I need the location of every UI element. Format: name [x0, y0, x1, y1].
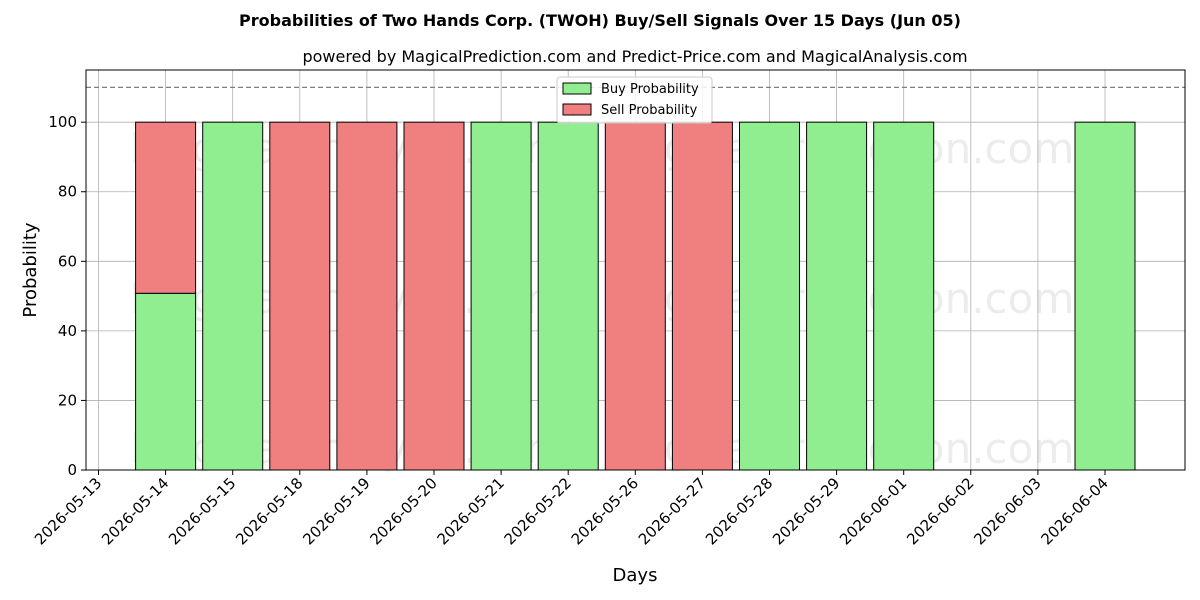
x-tick-label: 2026-05-18 — [232, 474, 306, 548]
legend-swatch-buy — [562, 82, 592, 95]
bar-sell-2026-05-27 — [671, 121, 733, 471]
chart-subtitle: powered by MagicalPrediction.com and Pre… — [302, 47, 967, 66]
x-tick-label: 2026-05-21 — [434, 474, 508, 548]
bar-sell-2026-05-18 — [269, 121, 331, 471]
y-axis-label: Probability — [20, 222, 41, 317]
bar-buy-2026-06-04 — [1074, 121, 1136, 471]
bar-buy-2026-05-15 — [202, 121, 264, 471]
x-tick-label: 2026-05-26 — [568, 474, 642, 548]
y-tick-label: 0 — [67, 461, 77, 479]
x-axis-label: Days — [613, 565, 658, 586]
x-tick-label: 2026-06-04 — [1037, 474, 1111, 548]
bar-sell-2026-05-14 — [135, 121, 197, 294]
legend-swatch-sell — [562, 103, 592, 116]
bar-buy-2026-05-21 — [470, 121, 532, 471]
x-tick-label: 2026-05-22 — [501, 474, 575, 548]
x-tick-label: 2026-05-28 — [702, 474, 776, 548]
bar-buy-2026-05-14 — [135, 292, 197, 471]
x-tick-label: 2026-05-29 — [769, 474, 843, 548]
bar-buy-2026-05-28 — [739, 121, 800, 471]
bar-buy-2026-05-29 — [806, 121, 868, 471]
x-tick-label: 2026-05-27 — [635, 474, 709, 548]
chart-title: Probabilities of Two Hands Corp. (TWOH) … — [239, 11, 961, 30]
x-tick-label: 2026-05-20 — [366, 474, 440, 548]
bar-buy-2026-06-01 — [873, 121, 935, 471]
x-tick-label: 2026-05-15 — [165, 474, 239, 548]
y-tick-label: 40 — [58, 322, 77, 340]
legend-box — [556, 76, 713, 124]
bar-sell-2026-05-19 — [336, 121, 398, 471]
y-tick-label: 60 — [58, 252, 77, 270]
y-tick-label: 100 — [48, 113, 77, 131]
x-tick-label: 2026-05-13 — [31, 474, 105, 548]
bar-sell-2026-05-20 — [403, 121, 465, 471]
legend: Buy Probability Sell Probability — [556, 76, 713, 124]
legend-label-sell: Sell Probability — [601, 103, 698, 118]
y-tick-label: 80 — [58, 183, 77, 201]
x-tick-label: 2026-06-02 — [903, 474, 977, 548]
bar-buy-2026-05-22 — [537, 121, 599, 471]
x-tick-label: 2026-05-19 — [299, 474, 373, 548]
y-tick-label: 20 — [58, 391, 77, 409]
legend-label-buy: Buy Probability — [601, 82, 699, 97]
x-tick-label: 2026-05-14 — [98, 474, 172, 548]
x-tick-label: 2026-06-03 — [970, 474, 1044, 548]
x-tick-label: 2026-06-01 — [836, 474, 910, 548]
bar-sell-2026-05-26 — [604, 121, 666, 471]
bars-layer — [135, 121, 1136, 471]
